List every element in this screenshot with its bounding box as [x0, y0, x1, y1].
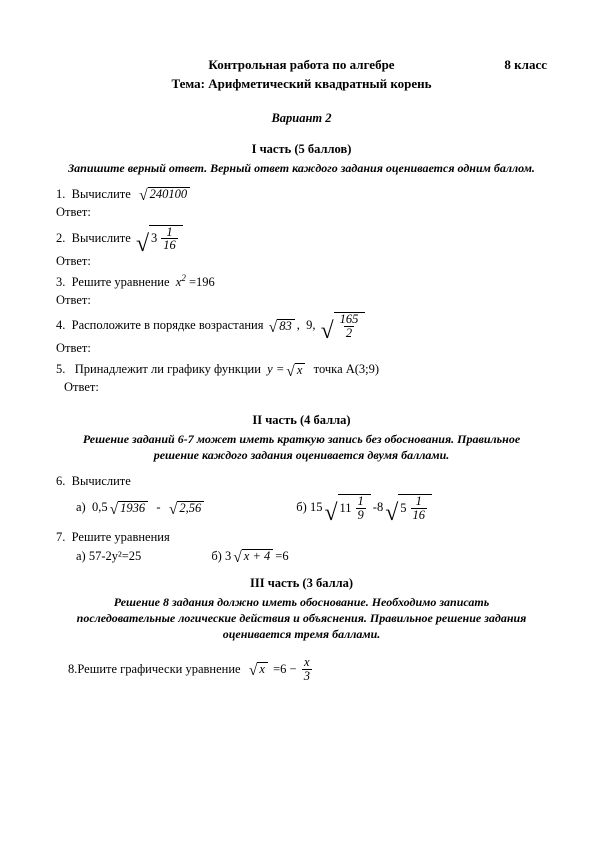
task-text: Принадлежит ли графику функции [75, 361, 261, 378]
part2-heading: II часть (4 балла) [56, 412, 547, 429]
task-6: 6. Вычислите а) 0,5√1936 - √2,56 б) 15 √… [56, 473, 547, 521]
radical: √240100 [139, 187, 190, 201]
task-5: 5. Принадлежит ли графику функции y = √x… [56, 361, 547, 396]
task-7a: а) 57-2y²=25 [76, 548, 141, 565]
task-num: 5. [56, 361, 65, 378]
part3-instruction: Решение 8 задания должно иметь обоснован… [64, 594, 539, 643]
task-2: 2. Вычислите √ 3 116 Ответ: [56, 225, 547, 270]
task-verb: Вычислите [72, 473, 131, 490]
answer-label: Ответ: [56, 204, 547, 221]
task-text: Решите уравнение [72, 274, 170, 291]
part3-heading: III часть (3 балла) [56, 575, 547, 592]
task-6b: б) 15 √ 11 19 -8 √ 5 116 [296, 494, 434, 521]
task-3: 3. Решите уравнение x2 =196 Ответ: [56, 274, 547, 309]
answer-label: Ответ: [64, 379, 547, 396]
point: точка A(3;9) [314, 361, 379, 378]
answer-label: Ответ: [56, 253, 547, 270]
task-text: Решите графически уравнение [77, 661, 240, 678]
task-8: 8. Решите графически уравнение √x =6 − x… [68, 656, 547, 682]
doc-title: Контрольная работа по алгебре [56, 56, 547, 74]
task-num: 2. [56, 230, 65, 247]
task-num: 6. [56, 473, 65, 490]
radical: √ 3 116 [136, 225, 183, 252]
task-4: 4. Расположите в порядке возрастания √83… [56, 312, 547, 357]
task-num: 1. [56, 186, 65, 203]
variant-label: Вариант 2 [56, 110, 547, 127]
task-7b: б) 3√x + 4 =6 [211, 548, 288, 565]
task-7: 7. Решите уравнения а) 57-2y²=25 б) 3√x … [56, 529, 547, 565]
task-text: Решите уравнения [72, 529, 170, 546]
part2-instruction: Решение заданий 6-7 может иметь краткую … [64, 431, 539, 463]
doc-topic: Тема: Арифметический квадратный корень [56, 75, 547, 93]
page-header: Контрольная работа по алгебре 8 класс Те… [56, 56, 547, 92]
task-verb: Вычислите [72, 230, 131, 247]
task-num: 7. [56, 529, 65, 546]
part1-instruction: Запишите верный ответ. Верный ответ кажд… [64, 160, 539, 176]
radical: √ 1652 [321, 312, 366, 339]
task-1: 1. Вычислите √240100 Ответ: [56, 186, 547, 221]
task-text: Расположите в порядке возрастания [72, 317, 264, 334]
task-num: 8. [68, 661, 77, 678]
task-num: 3. [56, 274, 65, 291]
task-num: 4. [56, 317, 65, 334]
radical: √83 [269, 319, 295, 333]
radical: √x [286, 363, 305, 377]
task-6a: а) 0,5√1936 - √2,56 [76, 499, 206, 516]
answer-label: Ответ: [56, 292, 547, 309]
task-verb: Вычислите [72, 186, 131, 203]
answer-label: Ответ: [56, 340, 547, 357]
part1-heading: I часть (5 баллов) [56, 141, 547, 158]
class-label: 8 класс [504, 56, 547, 74]
